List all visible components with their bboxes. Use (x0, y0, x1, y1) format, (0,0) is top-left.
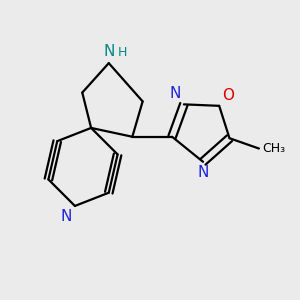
Text: N: N (61, 209, 72, 224)
Text: H: H (117, 46, 127, 59)
Text: O: O (222, 88, 234, 103)
Text: CH₃: CH₃ (262, 142, 285, 155)
Text: N: N (169, 86, 181, 101)
Text: N: N (103, 44, 115, 59)
Text: N: N (197, 165, 209, 180)
